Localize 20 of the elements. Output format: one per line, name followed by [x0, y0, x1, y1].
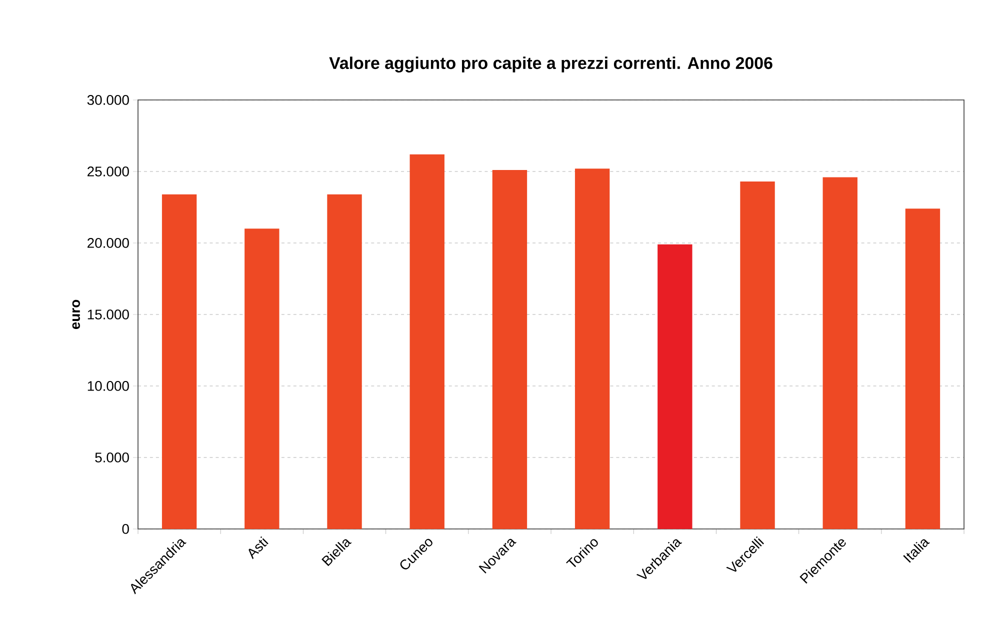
bar — [658, 244, 692, 529]
y-tick-label: 30.000 — [87, 95, 129, 105]
y-tick-label: 15.000 — [88, 310, 129, 320]
x-tick-label: Asti — [248, 536, 268, 560]
bar — [822, 177, 858, 529]
y-tick-label: 20.000 — [88, 238, 129, 248]
y-tick-label: 5.000 — [95, 452, 129, 462]
bar — [574, 168, 610, 529]
bar — [327, 194, 362, 529]
bar — [740, 181, 775, 529]
y-tick-label: 10.000 — [88, 381, 129, 391]
chart-title: Valore aggiunto pro capite a prezzi correnti. Anno 2006 — [329, 56, 772, 72]
bar — [492, 170, 528, 529]
y-tick-label: 0 — [122, 524, 129, 534]
y-tick-label: 25.000 — [88, 166, 129, 176]
y-axis-title: euro — [72, 300, 80, 330]
bar — [244, 228, 280, 529]
bar — [410, 154, 444, 529]
bar — [905, 208, 940, 529]
bar — [162, 194, 197, 529]
